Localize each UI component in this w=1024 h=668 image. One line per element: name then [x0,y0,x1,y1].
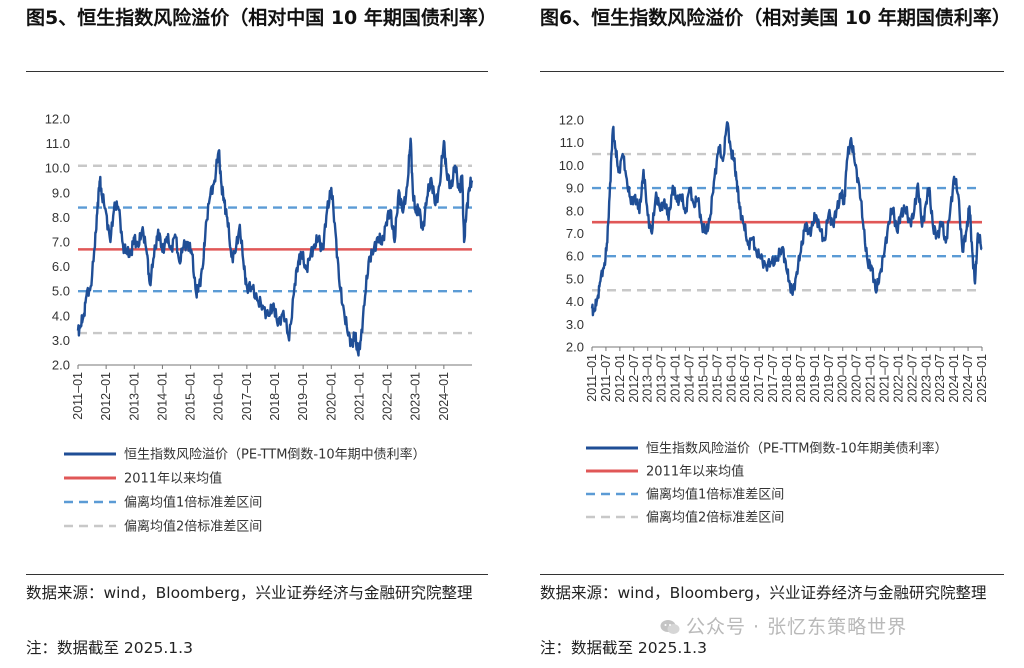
figure-title: 图6、恒生指数风险溢价（相对美国 10 年期国债利率） [540,7,1011,29]
x-tick-label: 2017–07 [766,354,780,403]
risk-premium-chart-cn: 2.0 3.0 4.0 5.0 6.0 7.0 8.0 9.0 10.0 11.0 12.0 2011… [45,112,474,535]
x-tick-label: 2014–01 [669,354,683,403]
x-tick-label: 2021–01 [352,372,366,421]
y-tick-label: 8.0 [566,203,584,218]
y-tick-label: 11.0 [560,135,584,150]
watermark: 公众号 · 张忆东策略世界 [660,612,907,639]
x-tick-label: 2012–01 [613,354,627,403]
legend-label: 偏离均值2倍标准差区间 [124,519,262,535]
y-tick-label: 7.0 [566,226,584,241]
legend-label: 偏离均值1倍标准差区间 [124,495,262,511]
y-tick-label: 11.0 [46,136,70,151]
x-tick-label: 2021–07 [878,354,892,403]
x-tick-label: 2013–01 [641,354,655,403]
x-tick-label: 2020–01 [836,354,850,403]
x-tick-label: 2014–01 [155,372,169,421]
y-tick-label: 7.0 [52,235,70,250]
x-tick-label: 2020–01 [324,372,338,421]
wechat-icon [660,620,680,634]
x-tick-label: 2014–07 [683,354,697,403]
x-tick-label: 2018–01 [268,372,282,421]
legend-label: 2011年以来均值 [124,471,222,487]
y-tick-label: 2.0 [52,358,70,373]
x-tick-label: 2023–01 [919,354,933,403]
data-note: 注：数据截至 2025.1.3 [540,639,707,657]
risk-premium-chart-us: 2.0 3.0 4.0 5.0 6.0 7.0 8.0 9.0 10.0 11.0 12.0 2011… [559,113,989,526]
y-tick-label: 9.0 [52,185,70,200]
data-source: 数据来源：wind，Bloomberg，兴业证券经济与金融研究院整理 [540,584,987,602]
y-tick-label: 5.0 [52,284,70,299]
legend-label: 恒生指数风险溢价（PE-TTM倒数-10年期中债利率） [124,447,426,463]
x-tick-label: 2012–01 [99,372,113,421]
x-tick-label: 2018–01 [780,354,794,403]
x-tick-label: 2018–07 [794,354,808,403]
x-tick-label: 2024–01 [437,372,451,421]
title-divider [540,71,1004,72]
y-tick-label: 6.0 [52,259,70,274]
x-tick-label: 2011–01 [585,354,599,402]
x-tick-label: 2022–01 [891,354,905,403]
x-tick-label: 2011–01 [71,372,85,420]
source-divider [540,574,1004,575]
x-tick-label: 2015–07 [710,354,724,403]
y-tick-label: 10.0 [559,158,584,173]
y-tick-label: 3.0 [52,333,70,348]
legend-label: 偏离均值2倍标准差区间 [646,510,784,526]
series-line [76,137,474,357]
x-tick-label: 2022–01 [381,372,395,421]
x-tick-label: 2023–07 [933,354,947,403]
x-tick-label: 2020–07 [850,354,864,403]
source-divider [26,574,488,575]
y-tick-label: 4.0 [566,294,584,309]
y-tick-label: 10.0 [45,161,70,176]
y-tick-label: 3.0 [566,317,584,332]
x-tick-label: 2017–01 [752,354,766,403]
x-tick-label: 2019–01 [808,354,822,403]
x-tick-label: 2021–01 [864,354,878,403]
y-tick-label: 12.0 [559,113,584,128]
panel-figure-5: 图5、恒生指数风险溢价（相对中国 10 年期国债利率） 2.0 3.0 4.0 5.0… [26,0,497,668]
x-tick-label: 2016–07 [738,354,752,403]
legend-label: 恒生指数风险溢价（PE-TTM倒数-10年期美债利率） [646,441,948,457]
x-tick-label: 2024–07 [961,354,975,403]
legend-label: 2011年以来均值 [646,464,744,480]
title-divider [26,71,488,72]
x-tick-label: 2012–07 [627,354,641,403]
x-tick-label: 2015–01 [184,372,198,421]
y-tick-label: 8.0 [52,210,70,225]
y-tick-label: 4.0 [52,308,70,323]
x-tick-label: 2019–01 [296,372,310,421]
x-tick-label: 2024–01 [947,354,961,403]
data-note: 注：数据截至 2025.1.3 [26,639,193,657]
figure-title: 图5、恒生指数风险溢价（相对中国 10 年期国债利率） [26,7,497,29]
x-tick-label: 2016–01 [212,372,226,421]
x-tick-label: 2013–01 [127,372,141,421]
y-tick-label: 5.0 [566,271,584,286]
x-tick-label: 2015–01 [696,354,710,403]
x-tick-label: 2023–01 [409,372,423,421]
y-tick-label: 2.0 [566,340,584,355]
x-tick-label: 2019–07 [822,354,836,403]
panel-figure-6: 图6、恒生指数风险溢价（相对美国 10 年期国债利率） 2.0 3.0 4.0 5.0… [540,0,1011,668]
y-tick-label: 6.0 [566,249,584,264]
x-tick-label: 2013–07 [655,354,669,403]
watermark-text: 公众号 · 张忆东策略世界 [686,616,908,638]
x-tick-label: 2022–07 [905,354,919,403]
x-tick-label: 2011–07 [599,354,613,402]
x-tick-label: 2017–01 [240,372,254,421]
y-tick-label: 12.0 [45,112,70,127]
legend-label: 偏离均值1倍标准差区间 [646,487,784,503]
series-line [590,121,983,317]
x-tick-label: 2016–01 [724,354,738,403]
data-source: 数据来源：wind，Bloomberg，兴业证券经济与金融研究院整理 [26,584,473,602]
x-tick-label: 2025–01 [975,354,989,403]
y-tick-label: 9.0 [566,181,584,196]
